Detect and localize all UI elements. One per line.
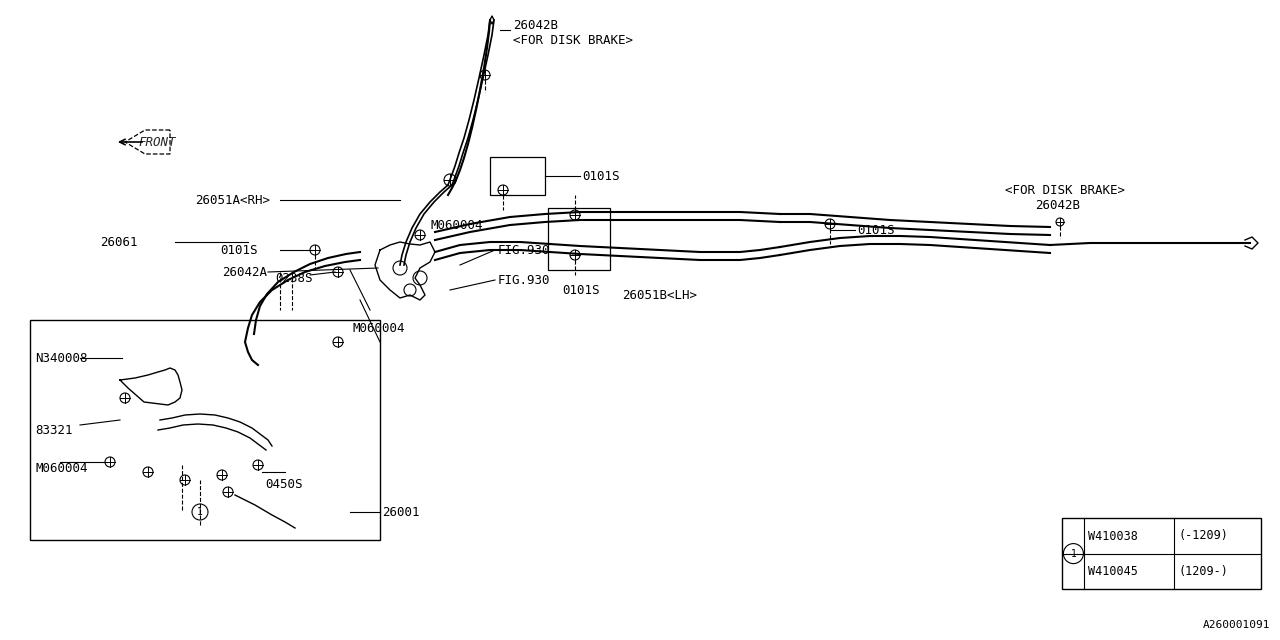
Text: W410045: W410045 bbox=[1088, 564, 1138, 578]
Text: 0101S: 0101S bbox=[858, 223, 895, 237]
Text: W410038: W410038 bbox=[1088, 529, 1138, 543]
Text: M060004: M060004 bbox=[430, 218, 483, 232]
Text: A260001091: A260001091 bbox=[1202, 620, 1270, 630]
Text: 0101S: 0101S bbox=[582, 170, 620, 182]
Text: 0101S: 0101S bbox=[562, 284, 599, 296]
Text: <FOR DISK BRAKE>: <FOR DISK BRAKE> bbox=[513, 33, 634, 47]
Text: (1209-): (1209-) bbox=[1179, 564, 1229, 578]
Text: M060004: M060004 bbox=[35, 461, 87, 474]
Text: FRONT: FRONT bbox=[138, 136, 175, 148]
Text: 1: 1 bbox=[1070, 548, 1076, 559]
Bar bbox=[548, 208, 611, 270]
Text: 26061: 26061 bbox=[100, 236, 137, 248]
Text: 26042A: 26042A bbox=[221, 266, 268, 278]
Text: <FOR DISK BRAKE>: <FOR DISK BRAKE> bbox=[1005, 184, 1125, 196]
Text: (-1209): (-1209) bbox=[1179, 529, 1229, 543]
Text: M060004: M060004 bbox=[352, 321, 404, 335]
Text: 83321: 83321 bbox=[35, 424, 73, 436]
Text: 26051A<RH>: 26051A<RH> bbox=[195, 193, 270, 207]
Text: N340008: N340008 bbox=[35, 351, 87, 365]
Text: 26042B: 26042B bbox=[513, 19, 558, 31]
Bar bbox=[490, 157, 545, 195]
Text: 0101S: 0101S bbox=[220, 243, 257, 257]
Bar bbox=[29, 320, 380, 540]
Text: 26042B: 26042B bbox=[1036, 198, 1080, 211]
Text: 0450S: 0450S bbox=[265, 477, 302, 490]
Text: 0238S: 0238S bbox=[275, 271, 312, 285]
Text: 26051B<LH>: 26051B<LH> bbox=[622, 289, 698, 301]
Text: 1: 1 bbox=[197, 507, 204, 517]
Text: FIG.930: FIG.930 bbox=[498, 273, 550, 287]
Bar bbox=[1062, 518, 1261, 589]
Text: FIG.930: FIG.930 bbox=[498, 243, 550, 257]
Text: 26001: 26001 bbox=[381, 506, 420, 518]
